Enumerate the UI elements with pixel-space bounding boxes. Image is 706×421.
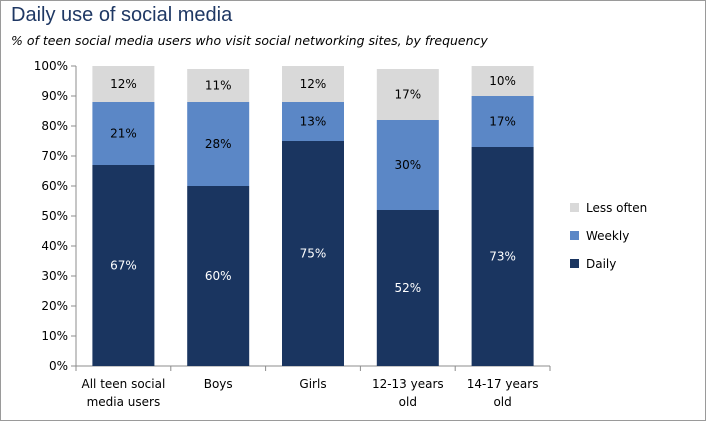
data-label: 30% [394,158,421,172]
bar-less-often [92,66,155,102]
bar-daily [282,141,344,366]
bar-daily [187,186,250,366]
data-label: 52% [394,281,421,295]
x-category-label-line: old [493,395,511,409]
data-label: 73% [489,250,516,264]
x-category-label-line: 14-17 years [467,377,539,391]
data-label: 28% [205,137,232,151]
data-label: 17% [489,115,516,129]
x-category-label-line: Boys [204,377,233,391]
bar-weekly [282,102,344,141]
y-tick-label: 20% [41,299,68,313]
bar-weekly [376,120,439,210]
data-label: 67% [110,259,137,273]
y-tick-label: 30% [41,269,68,283]
legend-swatch [570,203,579,212]
x-category-label-line: media users [87,395,161,409]
y-tick-label: 70% [41,149,68,163]
legend-swatch [570,259,579,268]
x-category-label: 12-13 years old [372,377,444,409]
chart-subtitle: % of teen social media users who visit s… [11,33,488,48]
y-tick-label: 80% [41,119,68,133]
legend-swatch [570,231,579,240]
data-label: 17% [394,88,421,102]
x-category-label: Girls [299,377,326,391]
x-category-label-line: All teen social [82,377,166,391]
legend-label: Weekly [586,229,629,243]
y-tick-label: 50% [41,209,68,223]
data-label: 13% [300,115,327,129]
data-label: 11% [205,79,232,93]
bar-weekly [187,102,250,186]
y-tick-label: 0% [49,359,68,373]
bar-daily [471,147,534,366]
y-tick-label: 10% [41,329,68,343]
bar-daily [92,165,155,366]
bar-weekly [92,102,155,165]
x-category-label: Boys [204,377,233,391]
y-tick-label: 90% [41,89,68,103]
bar-weekly [471,96,534,147]
x-category-label-line: old [399,395,417,409]
chart-title: Daily use of social media [11,4,233,26]
bar-less-often [376,69,439,120]
y-tick-label: 60% [41,179,68,193]
y-tick-label: 40% [41,239,68,253]
data-label: 10% [489,74,516,88]
data-label: 12% [300,77,327,91]
bar-less-often [471,66,534,96]
bar-daily [376,210,439,366]
data-label: 21% [110,127,137,141]
x-category-label: All teen social media users [82,377,166,409]
bar-less-often [187,69,250,102]
x-category-label-line: Girls [299,377,326,391]
legend-label: Daily [586,257,616,271]
y-tick-label: 100% [34,59,68,73]
x-category-label-line: 12-13 years [372,377,444,391]
data-label: 75% [300,247,327,261]
legend-label: Less often [586,201,647,215]
x-category-label: 14-17 years old [467,377,539,409]
bar-less-often [282,66,344,102]
data-label: 60% [205,269,232,283]
data-label: 12% [110,77,137,91]
